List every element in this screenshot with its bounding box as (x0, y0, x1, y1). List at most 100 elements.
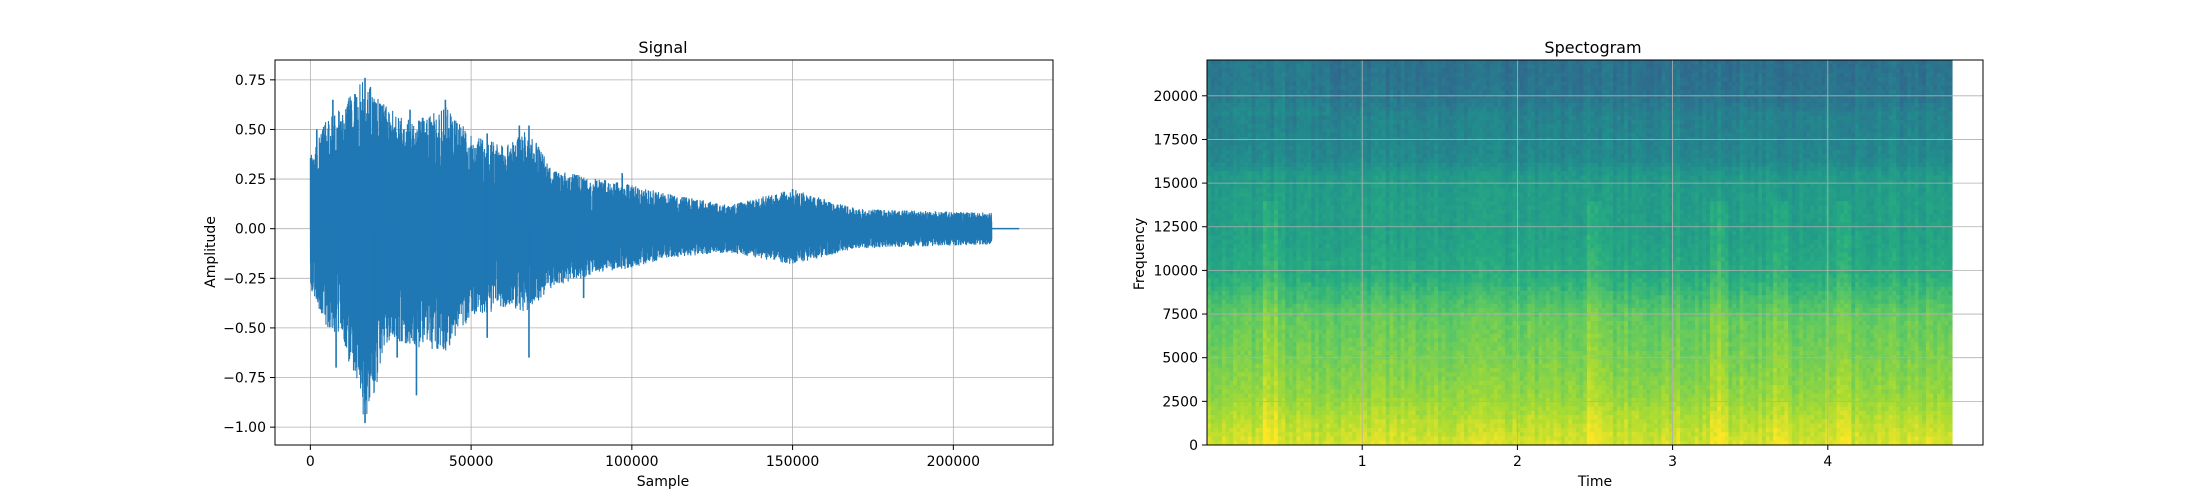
spectrogram-cell (1739, 141, 1744, 147)
spectrogram-cell (1285, 85, 1290, 91)
spectrogram-cell (1884, 77, 1890, 82)
spectrogram-cell (1415, 107, 1420, 112)
spectrogram-cell (1873, 149, 1879, 155)
spectrogram-cell (1728, 81, 1733, 87)
spectrogram-cell (1754, 149, 1759, 155)
spectrogram-cell (1430, 119, 1435, 125)
spectrogram-cell (1534, 107, 1540, 112)
spectrogram-cell (1698, 77, 1703, 82)
spectrogram-cell (1948, 149, 1953, 155)
spectrogram-cell (1888, 77, 1893, 82)
spectrogram-cell (1385, 111, 1391, 117)
spectrogram-cell (1292, 107, 1297, 112)
spectrogram-cell (1259, 107, 1264, 112)
spectrogram-cell (1650, 98, 1655, 104)
spectrogram-cell (1322, 162, 1327, 168)
spectrogram-cell (1832, 81, 1838, 87)
spectrogram-cell (1639, 98, 1644, 104)
spectrogram-cell (1240, 119, 1245, 125)
spectrogram-cell (1903, 98, 1908, 104)
spectrogram-cell (1478, 89, 1484, 95)
spectrogram-cell (1218, 111, 1223, 117)
spectrogram-cell (1281, 60, 1286, 65)
spectrogram-cell (1639, 115, 1644, 121)
spectrogram-cell (1449, 64, 1454, 70)
spectrogram-cell (1534, 102, 1540, 108)
spectrogram-cell (1799, 77, 1804, 82)
spectrogram-cell (1784, 145, 1789, 151)
spectrogram-cell (1691, 60, 1696, 65)
spectrogram-cell (1907, 115, 1912, 121)
spectrogram-cell (1806, 77, 1812, 82)
spectrogram-cell (1776, 111, 1782, 117)
spectrogram-cell (1601, 94, 1607, 100)
spectrogram-cell (1791, 111, 1797, 117)
spectrogram-cell (1281, 102, 1286, 108)
spectrogram-cell (1288, 77, 1294, 82)
spectrogram-cell (1259, 111, 1264, 117)
spectrogram-cell (1434, 115, 1439, 121)
spectrogram-cell (1549, 115, 1554, 121)
spectrogram-cell (1713, 89, 1718, 95)
spectrogram-cell (1430, 94, 1435, 100)
spectrogram-cell (1382, 98, 1387, 104)
spectrogram-cell (1732, 85, 1737, 91)
spectrogram-cell (1326, 72, 1331, 78)
spectrogram-cell (1207, 145, 1212, 151)
spectrogram-cell (1937, 115, 1942, 121)
spectrogram-cell (1680, 128, 1685, 134)
spectrogram-cell (1709, 64, 1715, 70)
spectrogram-cell (1266, 94, 1271, 100)
spectrogram-cell (1378, 149, 1383, 155)
spectrogram-cell (1441, 94, 1446, 100)
spectrogram-cell (1516, 162, 1521, 168)
spectrogram-cell (1449, 85, 1454, 91)
spectrogram-cell (1527, 162, 1532, 168)
spectrogram-cell (1370, 107, 1376, 112)
spectrogram-cell (1404, 68, 1409, 74)
spectrogram-cell (1337, 77, 1342, 82)
spectrogram-cell (1814, 115, 1819, 121)
spectrogram-cell (1575, 68, 1581, 74)
spectrogram-cell (1750, 154, 1756, 159)
spectrogram-cell (1661, 72, 1666, 78)
spectrogram-cell (1572, 107, 1577, 112)
spectrogram-cell (1650, 85, 1655, 91)
spectrogram-cell (1683, 64, 1689, 70)
spectrogram-cell (1773, 64, 1778, 70)
spectrogram-cell (1639, 119, 1644, 125)
spectrogram-cell (1557, 115, 1562, 121)
spectrogram-cell (1464, 149, 1469, 155)
spectrogram-cell (1464, 60, 1469, 65)
spectrogram-cell (1862, 141, 1867, 147)
spectrogram-cell (1553, 158, 1558, 164)
spectrogram-cell (1493, 89, 1499, 95)
spectrogram-cell (1806, 158, 1812, 164)
spectrogram-cell (1590, 102, 1595, 108)
spectrogram-cell (1501, 119, 1506, 125)
spectrogram-cell (1616, 132, 1622, 138)
spectrogram-cell (1464, 107, 1469, 112)
spectrogram-cell (1266, 158, 1271, 164)
spectrogram-cell (1441, 132, 1446, 138)
spectrogram-cell (1486, 107, 1491, 112)
spectrogram-cell (1616, 119, 1622, 125)
spectrogram-cell (1538, 111, 1543, 117)
spectrogram-cell (1613, 111, 1618, 117)
spectrogram-cell (1717, 60, 1722, 65)
spectrogram-cell (1333, 94, 1338, 100)
spectrogram-cell (1873, 89, 1879, 95)
spectrogram-cell (1322, 128, 1327, 134)
spectrogram-cell (1620, 60, 1625, 65)
spectrogram-cell (1285, 128, 1290, 134)
spectrogram-cell (1516, 94, 1521, 100)
spectrogram-cell (1944, 119, 1949, 125)
spectrogram-cell (1598, 149, 1603, 155)
spectrogram-cell (1333, 154, 1338, 159)
spectrogram-cell (1266, 72, 1271, 78)
spectrogram-cell (1754, 85, 1759, 91)
spectrogram-cell (1948, 89, 1953, 95)
spectrogram-cell (1743, 98, 1748, 104)
spectrogram-cell (1836, 145, 1841, 151)
spectrogram-cell (1564, 81, 1569, 87)
